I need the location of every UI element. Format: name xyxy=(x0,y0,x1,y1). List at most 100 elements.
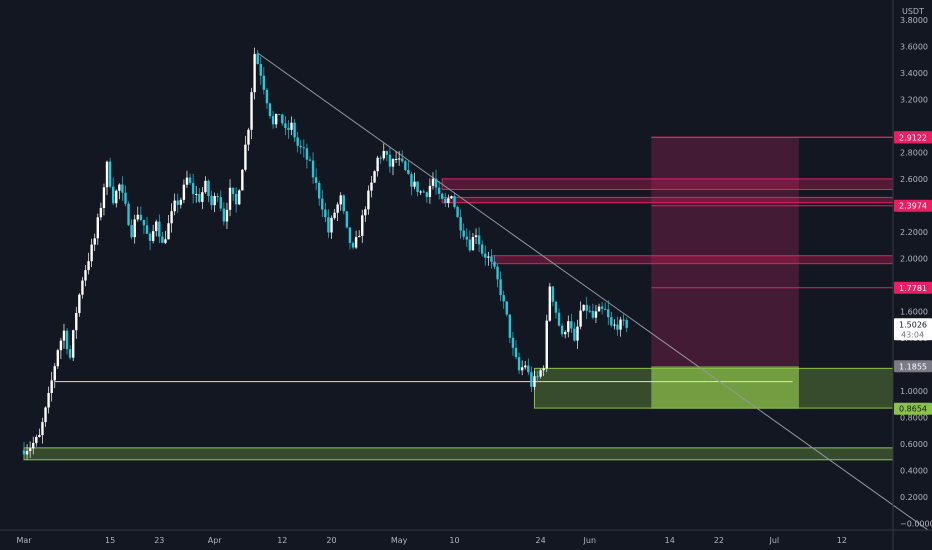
candle-down xyxy=(388,154,392,167)
green-zone[interactable] xyxy=(23,447,894,461)
candle-up xyxy=(84,270,87,281)
trendline[interactable] xyxy=(257,52,929,531)
candle-up xyxy=(115,190,118,204)
candle-down xyxy=(603,308,607,310)
candle-down xyxy=(231,187,235,194)
green-zone[interactable] xyxy=(533,367,894,409)
candle-down xyxy=(259,64,262,76)
candle-up xyxy=(471,236,475,251)
candle-down xyxy=(308,159,312,161)
candle-down xyxy=(462,230,465,237)
candle-up xyxy=(155,221,158,232)
price-tick-label: 3.4000 xyxy=(900,69,928,78)
price-tick-label: 0.2000 xyxy=(900,493,928,502)
time-tick-label: 15 xyxy=(105,536,115,545)
candle-down xyxy=(622,319,625,321)
candle-up xyxy=(118,184,121,191)
candle-up xyxy=(204,180,207,193)
candle-up xyxy=(354,237,358,248)
candle-up xyxy=(244,144,247,170)
candle-down xyxy=(468,239,472,251)
candle-up xyxy=(81,280,84,295)
candle-down xyxy=(480,244,484,254)
candle-up xyxy=(539,370,542,377)
candle-up xyxy=(59,340,63,351)
candle-down xyxy=(496,266,499,280)
candle-down xyxy=(477,235,481,245)
time-axis[interactable]: Mar 15 23 Apr 12 20 May 10 24 Jun 14 22 Jul 12 xyxy=(0,529,932,545)
candle-down xyxy=(161,236,164,243)
candle-up xyxy=(290,122,293,130)
price-tick-label: 3.6000 xyxy=(900,42,928,51)
candle-up xyxy=(164,239,167,243)
stop-loss-box[interactable] xyxy=(651,366,799,409)
zones-layer xyxy=(23,137,894,461)
price-tick-label: −0.0000 xyxy=(900,519,932,528)
candle-down xyxy=(484,253,487,258)
candle-up xyxy=(613,324,616,326)
candle-up xyxy=(50,380,53,394)
price-axis[interactable]: 3.80003.60003.40003.20002.80002.60002.40… xyxy=(892,0,932,550)
candle-up xyxy=(357,235,361,238)
candle-down xyxy=(22,450,26,455)
pink-zone[interactable] xyxy=(441,178,894,190)
candle-down xyxy=(508,314,512,338)
candle-up xyxy=(567,321,570,332)
price-label-bg xyxy=(894,199,932,212)
candle-up xyxy=(376,157,379,172)
candle-down xyxy=(311,160,315,178)
candle-up xyxy=(336,204,339,213)
profit-target-box[interactable] xyxy=(651,137,799,367)
candle-down xyxy=(124,192,127,204)
candle-up xyxy=(93,238,96,245)
candles-layer xyxy=(22,47,628,460)
candle-down xyxy=(401,158,404,162)
time-tick-label: 12 xyxy=(837,536,847,545)
candle-down xyxy=(554,301,558,313)
candle-up xyxy=(533,376,536,387)
candle-down xyxy=(351,242,355,248)
candle-down xyxy=(207,180,210,197)
candle-down xyxy=(148,233,152,241)
pink-zone[interactable] xyxy=(441,196,894,204)
candle-down xyxy=(327,217,330,233)
candle-up xyxy=(576,326,579,341)
candle-up xyxy=(99,208,103,218)
candle-down xyxy=(444,198,447,203)
candle-up xyxy=(96,217,99,239)
price-label-bg xyxy=(894,318,932,341)
candle-up xyxy=(450,196,453,199)
candle-up xyxy=(238,190,241,205)
time-tick-label: 20 xyxy=(326,536,336,545)
candle-up xyxy=(195,194,198,196)
candle-up xyxy=(397,158,401,160)
candle-up xyxy=(524,365,527,368)
candle-up xyxy=(545,320,548,369)
price-tick-label: 2.0000 xyxy=(900,254,928,263)
candle-up xyxy=(179,199,183,205)
time-tick-label: Apr xyxy=(208,536,223,545)
candle-up xyxy=(548,286,552,321)
candle-up xyxy=(228,187,232,210)
candle-up xyxy=(579,310,582,327)
price-tick-label: 2.8000 xyxy=(900,148,928,157)
candle-up xyxy=(53,366,56,381)
candle-up xyxy=(56,350,60,367)
candle-up xyxy=(182,184,186,200)
price-label: 1.1855 xyxy=(899,362,927,371)
candle-up xyxy=(136,214,139,220)
candle-up xyxy=(28,448,32,451)
price-tick-label: 3.2000 xyxy=(900,95,928,104)
candle-up xyxy=(487,256,490,258)
candle-down xyxy=(453,196,456,207)
price-label: 1.5026 xyxy=(899,320,927,329)
candle-up xyxy=(431,178,435,186)
candle-down xyxy=(345,211,349,228)
candle-up xyxy=(241,169,244,191)
candle-down xyxy=(422,191,425,193)
candle-up xyxy=(41,422,44,436)
candle-up xyxy=(339,195,342,205)
time-tick-label: 24 xyxy=(536,536,546,545)
candle-up xyxy=(78,294,81,314)
